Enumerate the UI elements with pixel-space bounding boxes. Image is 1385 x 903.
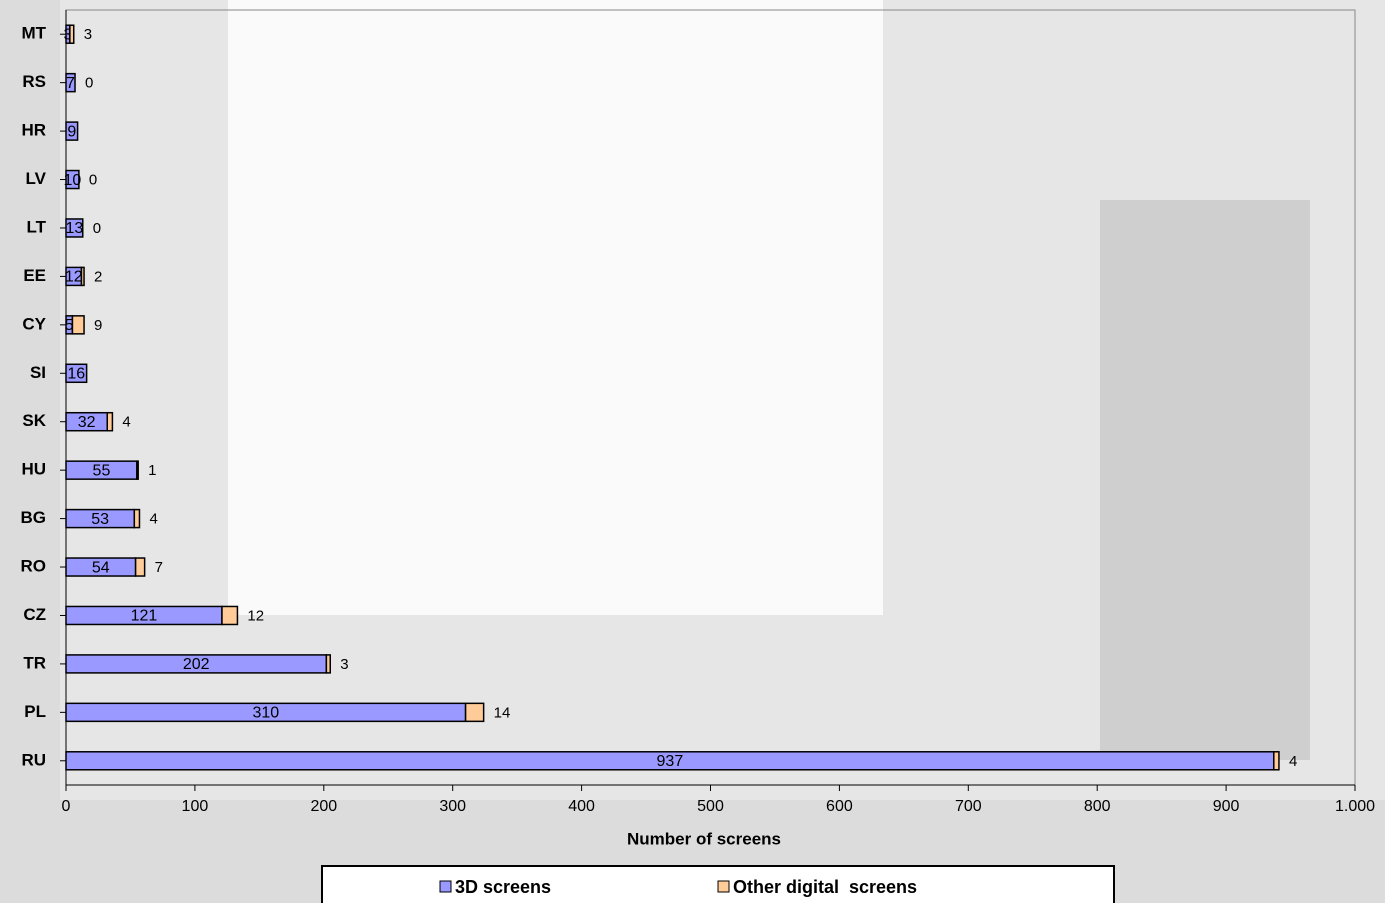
x-tick-label: 0: [62, 798, 71, 815]
y-tick-label: SI: [30, 363, 46, 382]
value-label: 4: [1289, 753, 1297, 770]
value-label: 4: [122, 414, 130, 431]
value-label: 9: [67, 123, 76, 140]
background-photo: [1100, 200, 1310, 760]
x-tick-label: 400: [568, 798, 595, 815]
x-tick-label: 100: [182, 798, 209, 815]
value-label: 32: [78, 414, 96, 431]
bar-segment: [325, 654, 331, 674]
value-label: 54: [92, 559, 110, 576]
y-tick-label: PL: [24, 702, 46, 721]
value-label: 1: [148, 462, 156, 479]
bar-segment: [65, 363, 88, 384]
y-tick-label: LT: [26, 217, 46, 236]
value-label: 14: [494, 704, 511, 721]
value-label: 202: [183, 656, 210, 673]
bar-segment: [136, 460, 139, 480]
value-label: 9: [94, 317, 102, 334]
x-tick-label: 1.000: [1335, 798, 1375, 815]
y-tick-label: RU: [21, 750, 46, 769]
x-tick-label: 900: [1213, 798, 1240, 815]
y-tick-label: HU: [21, 460, 46, 479]
value-label: 4: [149, 511, 157, 528]
y-tick-label: CZ: [23, 605, 46, 624]
bar-segment: [65, 72, 76, 93]
value-label: 10: [64, 172, 82, 189]
y-tick-label: EE: [23, 266, 46, 285]
bar-segment: [133, 508, 141, 529]
y-tick-label: SK: [22, 411, 46, 430]
y-tick-label: LV: [26, 169, 47, 188]
value-label: 0: [89, 172, 97, 189]
value-label: 7: [66, 75, 75, 92]
y-tick-label: TR: [23, 653, 46, 672]
x-tick-label: 600: [826, 798, 853, 815]
x-tick-label: 300: [439, 798, 466, 815]
value-label: 121: [131, 608, 158, 625]
value-label: 12: [65, 269, 83, 286]
value-label: 5: [65, 317, 74, 334]
bar-segment: [71, 315, 85, 335]
bar-segment: [65, 169, 80, 190]
bar-segment: [65, 121, 79, 141]
x-axis-title: Number of screens: [627, 829, 781, 848]
value-label: 3: [340, 656, 348, 673]
value-label: 7: [155, 559, 163, 576]
y-tick-label: HR: [21, 121, 46, 140]
bar-segment: [1273, 751, 1280, 771]
y-tick-label: BG: [21, 508, 47, 527]
bar-segment: [134, 557, 146, 577]
value-label: 16: [67, 366, 85, 383]
bar-segment: [69, 24, 75, 44]
background-screen: [228, 0, 883, 615]
bar-segment: [106, 411, 114, 432]
legend-swatch: [717, 880, 730, 893]
value-label: 0: [93, 220, 101, 237]
x-tick-label: 800: [1084, 798, 1111, 815]
bar-segment: [464, 702, 485, 723]
bar-segment: [80, 266, 85, 287]
legend-label: 3D screens: [455, 877, 551, 897]
y-tick-label: MT: [21, 24, 46, 43]
bar-segment: [221, 605, 239, 626]
value-label: 13: [65, 220, 83, 237]
value-label: 12: [247, 607, 264, 624]
legend-swatch: [439, 880, 452, 893]
value-label: 2: [94, 268, 102, 285]
value-label: 0: [85, 75, 93, 92]
value-label: 3: [84, 26, 92, 43]
x-tick-label: 200: [310, 798, 337, 815]
value-label: 3: [63, 26, 72, 43]
y-tick-label: RS: [22, 72, 46, 91]
y-tick-label: CY: [22, 314, 46, 333]
value-label: 310: [252, 705, 279, 722]
value-label: 937: [657, 753, 684, 770]
y-tick-label: RO: [21, 557, 47, 576]
bar-segment: [65, 218, 84, 238]
legend-label: Other digital screens: [733, 877, 917, 897]
x-tick-label: 500: [697, 798, 724, 815]
x-tick-label: 700: [955, 798, 982, 815]
value-label: 55: [93, 462, 111, 479]
value-label: 53: [91, 511, 109, 528]
